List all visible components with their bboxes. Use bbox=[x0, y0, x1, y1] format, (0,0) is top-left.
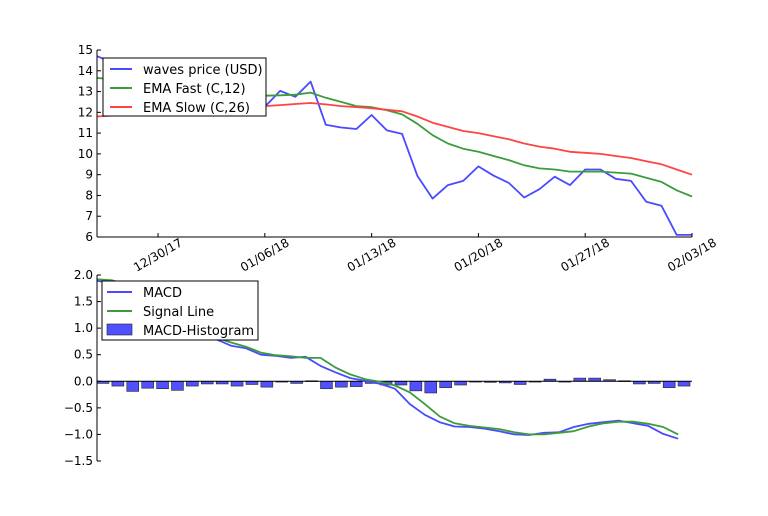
histogram-bar bbox=[439, 380, 452, 388]
macd-axes: 2.0 1.5 1.0 0.5 0.0 −0.5 −1.0 −1.5 MACD Signal Li… bbox=[64, 268, 692, 468]
legend-label-2: MACD-Histogram bbox=[143, 324, 254, 339]
histogram-bar bbox=[394, 380, 408, 386]
x-tick-label: 02/03/18 bbox=[665, 235, 719, 274]
histogram-bar bbox=[141, 380, 154, 389]
y-tick-label: 8 bbox=[85, 188, 93, 202]
y-tick-label: 9 bbox=[85, 168, 93, 182]
histogram-bar bbox=[662, 380, 676, 388]
histogram-bar bbox=[677, 380, 691, 387]
legend-label-0: MACD bbox=[143, 286, 182, 301]
x-tick-label: 01/06/18 bbox=[238, 235, 292, 274]
legend: MACD Signal Line MACD-Histogram bbox=[101, 280, 259, 341]
y-tick-label: 6 bbox=[85, 230, 93, 244]
y-tick-label: 13 bbox=[78, 85, 93, 99]
histogram-bar bbox=[320, 380, 333, 390]
x-tick-label: 01/27/18 bbox=[558, 235, 612, 274]
legend-label-1: Signal Line bbox=[143, 305, 214, 320]
histogram-bar bbox=[335, 380, 348, 388]
histogram-bar bbox=[409, 380, 423, 392]
histogram-bar bbox=[111, 380, 125, 387]
y-tick-label: 1.0 bbox=[74, 321, 93, 335]
legend: waves price (USD) EMA Fast (C,12) EMA Slow… bbox=[102, 57, 267, 117]
legend-label-0: waves price (USD) bbox=[143, 63, 263, 78]
y-tick-label: 0.5 bbox=[74, 348, 93, 362]
y-tick-label: 0.0 bbox=[74, 374, 93, 388]
histogram-bar bbox=[171, 380, 184, 391]
y-tick-label: 12 bbox=[78, 105, 93, 119]
y-tick-label: 10 bbox=[78, 147, 93, 161]
histogram-bar bbox=[424, 380, 438, 394]
histogram-bar bbox=[349, 380, 363, 387]
legend-label-2: EMA Slow (C,26) bbox=[143, 101, 250, 116]
y-tick-label: −1.0 bbox=[64, 427, 93, 441]
histogram-bar bbox=[260, 380, 274, 388]
y-tick-label: 15 bbox=[78, 43, 93, 57]
histogram-bar bbox=[230, 380, 244, 387]
y-tick-label: 14 bbox=[78, 64, 93, 78]
x-tick-label: 12/30/17 bbox=[131, 235, 185, 274]
histogram-bar bbox=[126, 380, 140, 392]
y-tick-label: 7 bbox=[85, 209, 93, 223]
x-tick-label: 01/20/18 bbox=[452, 235, 506, 274]
legend-swatch-2 bbox=[106, 323, 133, 336]
y-tick-label: −0.5 bbox=[64, 401, 93, 415]
y-tick-label: −1.5 bbox=[64, 454, 93, 468]
histogram-bar bbox=[186, 380, 199, 387]
y-tick-label: 11 bbox=[78, 126, 93, 140]
y-tick-label: 1.5 bbox=[74, 295, 93, 309]
x-tick-label: 01/13/18 bbox=[345, 235, 399, 274]
y-tick-label: 2.0 bbox=[74, 268, 93, 282]
legend-label-1: EMA Fast (C,12) bbox=[143, 82, 246, 97]
histogram-bar bbox=[156, 380, 169, 390]
price-ema-axes: 6 7 8 9 10 11 12 13 14 15 12/30/17 01/06/18 01/13/18… bbox=[78, 43, 719, 275]
histogram-bar bbox=[454, 380, 467, 386]
